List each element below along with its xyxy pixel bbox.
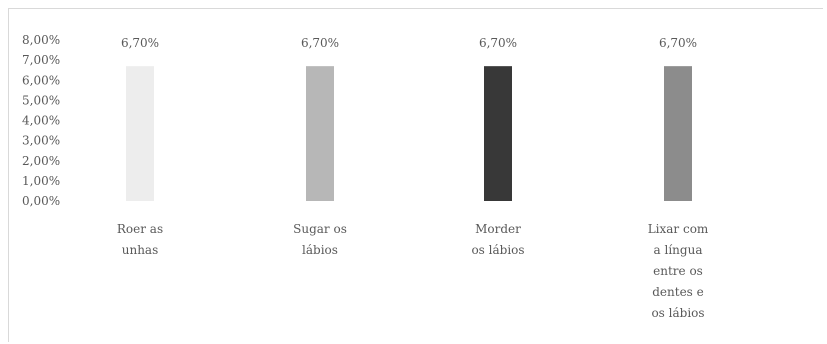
data-label: 6,70%: [659, 36, 697, 50]
category-label: dentes e: [652, 285, 704, 299]
data-label: 6,70%: [479, 36, 517, 50]
bar: [664, 66, 692, 201]
category-label: lábios: [302, 243, 338, 257]
bar: [306, 66, 334, 201]
category-label: Morder: [475, 222, 521, 236]
y-tick-label: 1,00%: [22, 174, 60, 188]
category-label: unhas: [122, 243, 159, 257]
y-tick-label: 4,00%: [22, 114, 60, 128]
bar: [484, 66, 512, 201]
category-label: Lixar com: [648, 222, 709, 236]
y-tick-label: 3,00%: [22, 134, 60, 148]
bar: [126, 66, 154, 201]
y-tick-label: 2,00%: [22, 154, 60, 168]
chart-frame: [8, 8, 823, 342]
data-label: 6,70%: [121, 36, 159, 50]
y-tick-label: 6,00%: [22, 73, 60, 87]
category-label: entre os: [653, 264, 703, 278]
category-label: os lábios: [651, 306, 704, 320]
y-tick-label: 0,00%: [22, 194, 60, 208]
category-label: Roer as: [117, 222, 163, 236]
category-label: os lábios: [471, 243, 524, 257]
data-label: 6,70%: [301, 36, 339, 50]
y-tick-label: 5,00%: [22, 93, 60, 107]
y-tick-label: 8,00%: [22, 33, 60, 47]
category-label: Sugar os: [293, 222, 347, 236]
y-tick-label: 7,00%: [22, 53, 60, 67]
category-label: a língua: [654, 243, 703, 257]
